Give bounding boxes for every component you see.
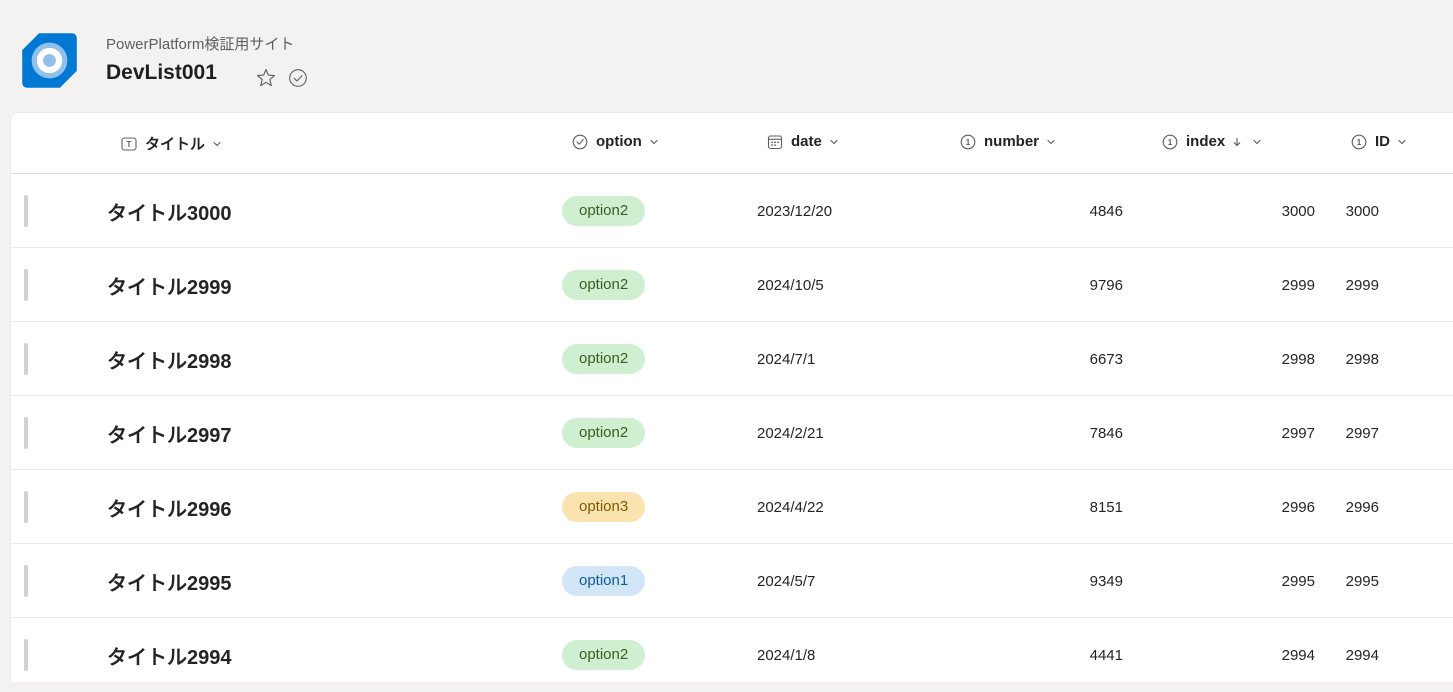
svg-text:1: 1 [1357,138,1362,147]
svg-text:T: T [127,140,132,149]
svg-text:1: 1 [1168,138,1173,147]
svg-text:1: 1 [966,138,971,147]
